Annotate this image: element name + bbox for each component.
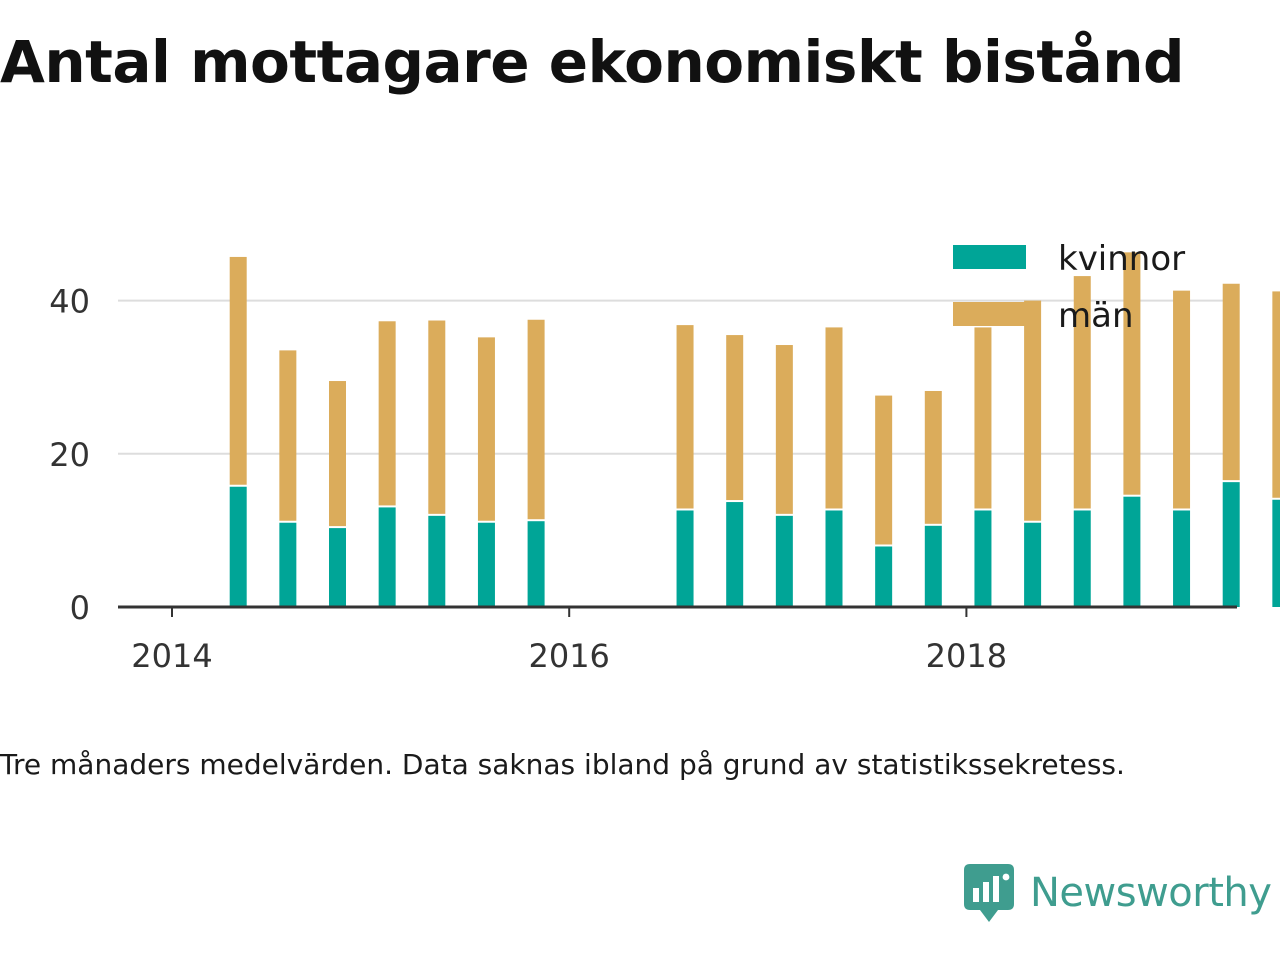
chart-caption: Tre månaders medelvärden. Data saknas ib… [0,748,1125,781]
bar-kvinnor [1222,482,1240,607]
bar-man [1173,290,1191,509]
x-tick-label: 2016 [528,637,609,675]
bar-man [825,327,843,509]
bar-man [1073,276,1091,509]
bar-kvinnor [1173,510,1191,607]
bar-kvinnor [1024,522,1042,607]
newsworthy-logo-text: Newsworthy [1030,870,1272,916]
bar-kvinnor [1123,496,1141,607]
bar-kvinnor [229,486,247,607]
bar-man [527,319,545,520]
bar-kvinnor [974,510,992,607]
bar-man [726,335,744,501]
chart-legend: kvinnor män [953,239,1185,336]
y-tick-label: 40 [49,283,90,321]
bar-kvinnor [875,546,893,607]
bar-chart: 20142016201820202022202402040 kvinnor mä… [49,239,1280,675]
x-tick-label: 2014 [131,637,212,675]
bar-kvinnor [477,522,495,607]
bar-man [1272,291,1280,498]
bar-kvinnor [676,510,694,607]
bar-kvinnor [775,515,793,607]
x-tick-label: 2018 [926,637,1007,675]
bar-kvinnor [329,528,346,607]
bar-man [279,350,297,521]
legend-swatch-kvinnor [953,245,1026,269]
y-tick-label: 20 [49,436,90,474]
legend-label-man: män [1058,296,1134,336]
chart-axes: 20142016201820202022202402040 [49,283,1237,675]
newsworthy-logo: Newsworthy [964,864,1272,922]
bar-man [329,381,346,527]
bar-kvinnor [924,525,942,607]
bar-kvinnor [1272,499,1280,607]
bar-man [924,390,942,524]
chart-title: Antal mottagare ekonomiskt bistånd [0,28,1185,96]
bar-man [1024,300,1042,521]
legend-label-kvinnor: kvinnor [1058,239,1185,279]
bar-man [1123,252,1141,495]
newsworthy-logo-icon [964,864,1014,922]
bar-man [1222,283,1240,481]
bar-man [775,345,793,514]
bar-man [229,256,247,485]
bar-man [477,337,495,521]
bar-series [229,252,1280,607]
bar-man [875,395,893,545]
bar-kvinnor [428,515,446,607]
bar-man [676,325,694,509]
y-tick-label: 0 [70,589,90,627]
bar-kvinnor [527,521,545,607]
bar-man [378,321,396,506]
bar-kvinnor [1073,510,1091,607]
bar-kvinnor [726,502,744,607]
legend-swatch-man [953,302,1026,326]
bar-kvinnor [825,510,843,607]
bar-kvinnor [279,522,297,607]
bar-kvinnor [378,507,396,607]
bar-man [428,320,446,514]
bar-man [974,327,992,509]
